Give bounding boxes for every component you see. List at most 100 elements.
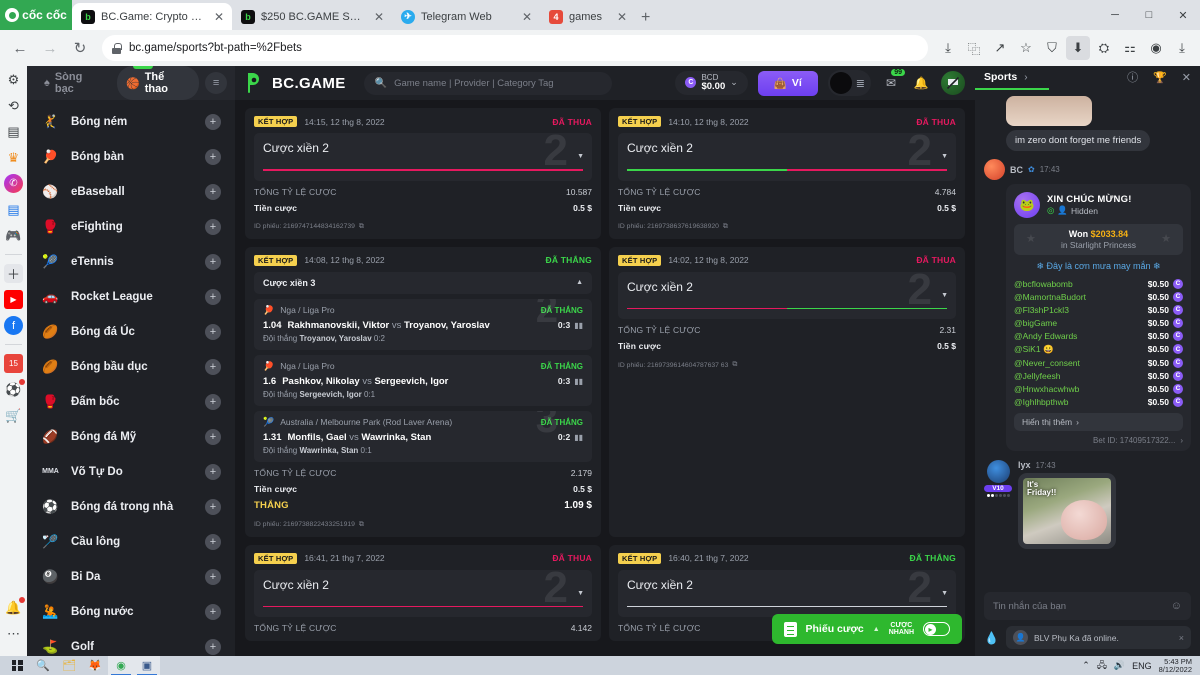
- add-favorite-button[interactable]: +: [205, 218, 221, 235]
- crown-icon[interactable]: ♛: [7, 149, 20, 165]
- save-page-icon[interactable]: ⤓: [945, 40, 951, 55]
- chevron-down-icon[interactable]: ▼: [941, 153, 948, 160]
- sidebar-item-1[interactable]: 🏓 Bóng bàn +: [27, 139, 235, 174]
- info-icon[interactable]: ⓘ: [1127, 72, 1139, 84]
- search-input[interactable]: 🔍 Game name | Provider | Category Tag: [363, 71, 612, 95]
- show-more-button[interactable]: Hiển thị thêm ›: [1014, 413, 1183, 431]
- bet-card-0[interactable]: KẾT HỢP 14:15, 12 thg 8, 2022 ĐÃ THUA 2 Cược…: [245, 108, 601, 239]
- more-icon[interactable]: ⋯: [7, 625, 20, 641]
- search-icon[interactable]: 🔍: [36, 660, 50, 672]
- maximize-button[interactable]: □: [1145, 9, 1153, 21]
- game-controller-icon[interactable]: 🎮: [5, 227, 22, 243]
- tab-close-icon[interactable]: ✕: [373, 9, 384, 24]
- extensions-icon[interactable]: ⛭: [1098, 40, 1110, 55]
- sidebar-item-2[interactable]: ⚾ eBaseball +: [27, 174, 235, 209]
- translate-icon[interactable]: ⿻: [967, 41, 981, 57]
- bookmark-star-icon[interactable]: ☆: [1020, 40, 1032, 55]
- facebook-icon[interactable]: f: [4, 316, 23, 335]
- chevron-down-icon[interactable]: ⌄: [730, 77, 738, 88]
- browser-tab-1[interactable]: b $250 BC.GAME SPORTS PARL ✕: [232, 3, 392, 30]
- add-favorite-button[interactable]: +: [205, 638, 221, 655]
- chevron-down-icon[interactable]: ▼: [941, 589, 948, 597]
- rain-winner-username[interactable]: @Never_consent: [1014, 357, 1080, 368]
- back-icon[interactable]: ←: [12, 39, 28, 57]
- rain-winner-username[interactable]: @bcflowabomb: [1014, 278, 1073, 289]
- bet-id-row[interactable]: Bet ID: 17409517322... ›: [1014, 436, 1183, 445]
- add-favorite-button[interactable]: +: [205, 148, 221, 165]
- rain-winner-username[interactable]: @Fl3shP1ckl3: [1014, 304, 1069, 315]
- add-favorite-button[interactable]: +: [205, 358, 221, 375]
- gif-message[interactable]: It's Friday!!: [1018, 473, 1116, 549]
- rain-winner-username[interactable]: @Ighlhbpthwb: [1014, 396, 1069, 407]
- emoji-icon[interactable]: ☺: [1170, 600, 1182, 612]
- bet-accordion-toggle[interactable]: Cược xiền 3 ▲: [254, 271, 592, 294]
- add-icon[interactable]: ＋: [4, 264, 23, 283]
- chat-username[interactable]: BC: [1010, 164, 1023, 175]
- bell-icon[interactable]: 🔔: [4, 597, 25, 617]
- rain-winner-username[interactable]: @MamortnaBudort: [1014, 291, 1086, 302]
- add-favorite-button[interactable]: +: [205, 533, 221, 550]
- avatar[interactable]: [986, 460, 1010, 483]
- docs-icon[interactable]: ▤: [7, 201, 20, 217]
- mail-icon[interactable]: ✉ 99: [881, 69, 905, 93]
- bet-body[interactable]: 2 Cược xiền 2 ▼: [254, 565, 592, 617]
- add-favorite-button[interactable]: +: [205, 498, 221, 515]
- chevron-down-icon[interactable]: ▼: [941, 291, 948, 299]
- add-favorite-button[interactable]: +: [205, 323, 221, 340]
- chevron-down-icon[interactable]: ▼: [577, 153, 584, 160]
- app-icon[interactable]: ▣: [134, 656, 160, 675]
- bet-card-4[interactable]: KẾT HỢP 16:41, 21 thg 7, 2022 ĐÃ THUA 2 Cược…: [245, 544, 601, 641]
- bet-body[interactable]: 2 Cược xiền 2 ▼: [254, 129, 592, 181]
- bet-body[interactable]: 2 Cược xiền 2 ▼: [618, 129, 956, 181]
- sidebar-item-9[interactable]: 🏈 Bóng đá Mỹ +: [27, 419, 235, 454]
- download-arrow-icon[interactable]: ⬇: [1066, 36, 1090, 60]
- sports-ball-icon[interactable]: ⚽: [4, 379, 25, 399]
- copy-icon[interactable]: ⧉: [358, 222, 364, 230]
- image-message[interactable]: [1006, 96, 1092, 126]
- tools-icon[interactable]: ⚏: [1124, 40, 1136, 55]
- ticket-id-row[interactable]: ID phiếu: 2169739614604787637 63 ⧉: [618, 351, 956, 369]
- avatar[interactable]: [829, 72, 852, 94]
- add-favorite-button[interactable]: +: [205, 183, 221, 200]
- profile-group[interactable]: ≣: [827, 70, 871, 96]
- sidebar-item-7[interactable]: 🏉 Bóng bầu dục +: [27, 349, 235, 384]
- browser-tab-2[interactable]: ✈ Telegram Web ✕: [392, 3, 540, 30]
- ticket-id-row[interactable]: ID phiếu: 2169747144834162739 ⧉: [254, 213, 592, 231]
- reload-icon[interactable]: ↻: [73, 40, 87, 57]
- sidebar-item-12[interactable]: 🏸 Cầu lông +: [27, 524, 235, 559]
- chevron-down-icon[interactable]: ▼: [577, 589, 584, 597]
- raindrop-icon[interactable]: 💧: [984, 630, 999, 645]
- chevron-up-icon[interactable]: ▲: [576, 279, 583, 286]
- chevron-up-icon[interactable]: ▲: [872, 625, 880, 633]
- rain-winner-username[interactable]: @Hnwxhacwhwb: [1014, 383, 1080, 394]
- chat-input[interactable]: Tin nhắn của bạn ☺: [984, 592, 1191, 620]
- menu-lines-icon[interactable]: ≣: [855, 77, 865, 90]
- sidebar-item-15[interactable]: ⛳ Golf +: [27, 629, 235, 656]
- cart-icon[interactable]: 🛒: [5, 407, 22, 423]
- history-icon[interactable]: ⟲: [8, 97, 19, 113]
- bet-body[interactable]: 2 Cược xiền 2 ▼: [618, 267, 956, 319]
- share-icon[interactable]: ↗: [994, 40, 1006, 55]
- rain-winner-username[interactable]: @Andy Edwards: [1014, 330, 1078, 341]
- file-explorer-icon[interactable]: 🗂: [62, 660, 76, 672]
- shield-icon[interactable]: ⛉: [1047, 40, 1057, 55]
- add-favorite-button[interactable]: +: [205, 428, 221, 445]
- add-favorite-button[interactable]: +: [205, 393, 221, 410]
- windows-start-icon[interactable]: [4, 656, 30, 675]
- copy-icon[interactable]: ⧉: [732, 361, 738, 368]
- stats-icon[interactable]: ▮▮: [574, 376, 583, 386]
- sidebar-tab-casino[interactable]: ♠ Sòng bạc: [35, 66, 113, 100]
- network-icon[interactable]: 🖧: [1096, 659, 1107, 670]
- sidebar-item-0[interactable]: 🤾 Bóng ném +: [27, 104, 235, 139]
- sidebar-item-6[interactable]: 🏉 Bóng đá Úc +: [27, 314, 235, 349]
- hamburger-icon[interactable]: ≡: [205, 72, 227, 94]
- sidebar-item-11[interactable]: ⚽ Bóng đá trong nhà +: [27, 489, 235, 524]
- bet-body[interactable]: 2 Cược xiền 2 ▼: [618, 565, 956, 617]
- bet-card-1[interactable]: KẾT HỢP 14:10, 12 thg 8, 2022 ĐÃ THUA 2 Cược…: [609, 108, 965, 239]
- add-favorite-button[interactable]: +: [205, 463, 221, 480]
- stats-icon[interactable]: ▮▮: [574, 320, 583, 330]
- new-tab-button[interactable]: +: [641, 9, 651, 26]
- copy-icon[interactable]: ⧉: [722, 222, 728, 230]
- add-favorite-button[interactable]: +: [205, 113, 221, 130]
- volume-icon[interactable]: 🔊: [1113, 660, 1126, 670]
